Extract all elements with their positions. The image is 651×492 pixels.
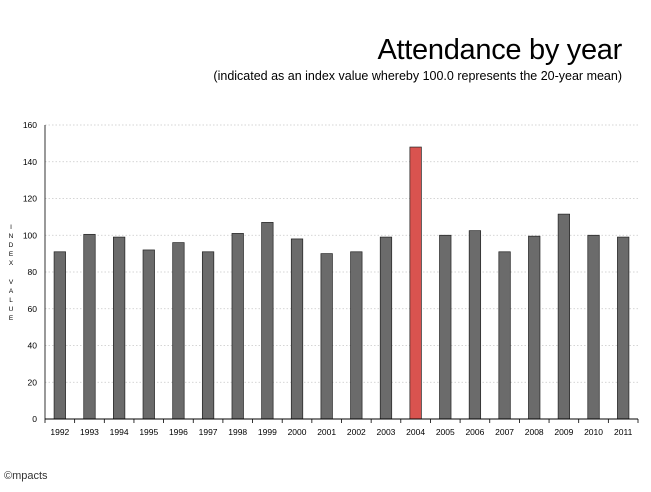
- bar-1996: [172, 242, 185, 420]
- y-axis-label-char: N: [9, 233, 14, 240]
- y-axis-label-char: A: [9, 288, 14, 295]
- bar-1993: [83, 233, 96, 420]
- y-axis-label-char: L: [9, 297, 13, 304]
- x-tick-label: 2006: [465, 427, 484, 437]
- bar-2011: [617, 236, 630, 420]
- x-tick-label: 2001: [317, 427, 336, 437]
- y-tick-label: 80: [28, 267, 38, 277]
- bar-2010: [587, 234, 600, 420]
- bar-1997: [201, 251, 215, 420]
- y-tick-label: 40: [28, 341, 38, 351]
- bar-1995: [142, 249, 155, 420]
- impacts-logo: ©mpacts: [4, 470, 48, 482]
- y-axis-label-char: X: [9, 260, 14, 267]
- y-axis-label-char: I: [10, 224, 12, 231]
- axes: 0 20 40 60 80 100 120 140 160 1992 1993 1994 1995 199…: [23, 120, 639, 437]
- bar-2002: [350, 251, 363, 420]
- chart-title: Attendance by year: [377, 34, 623, 66]
- bar-2006: [468, 230, 482, 420]
- y-tick-label: 20: [28, 377, 38, 387]
- x-tick-label: 2011: [614, 427, 633, 437]
- x-tick-label: 2000: [288, 427, 307, 437]
- x-tick-label: 2007: [495, 427, 514, 437]
- bar-2008: [528, 235, 541, 420]
- y-tick-label: 160: [23, 120, 37, 130]
- chart-subtitle: (indicated as an index value whereby 100…: [213, 69, 622, 83]
- x-tick-label: 1997: [199, 427, 218, 437]
- x-tick-label: 2010: [584, 427, 603, 437]
- x-tick-label: 2009: [554, 427, 573, 437]
- x-tick-label: 1999: [258, 427, 277, 437]
- bar-2005: [439, 234, 452, 420]
- bar-1999: [261, 222, 274, 420]
- x-tick-label: 2005: [436, 427, 455, 437]
- gridlines: [45, 124, 638, 383]
- x-tick-label: 2008: [525, 427, 544, 437]
- x-tick-label: 1995: [139, 427, 158, 437]
- y-tick-label: 60: [28, 304, 38, 314]
- x-tick-label: 1993: [80, 427, 99, 437]
- bar-2009: [557, 213, 570, 420]
- bar-2001: [320, 253, 333, 420]
- y-axis-label-char: D: [9, 242, 14, 249]
- x-tick-label: 2002: [347, 427, 366, 437]
- bar-2003: [379, 236, 393, 420]
- bar-2007: [498, 251, 511, 420]
- x-tick-label: 2003: [377, 427, 396, 437]
- bar-2004: [409, 146, 422, 420]
- y-axis-label-char: U: [9, 306, 14, 313]
- bar-1992: [53, 251, 66, 420]
- y-tick-label: 0: [32, 414, 37, 424]
- bar-2000: [290, 238, 304, 420]
- x-tick-label: 1998: [228, 427, 247, 437]
- bar-1998: [231, 233, 244, 420]
- y-axis-label-char: E: [9, 315, 14, 322]
- y-tick-label: 120: [23, 194, 37, 204]
- y-tick-label: 100: [23, 230, 37, 240]
- x-tick-label: 1994: [110, 427, 129, 437]
- x-tick-label: 1996: [169, 427, 188, 437]
- bars: [53, 146, 630, 420]
- y-tick-label: 140: [23, 157, 37, 167]
- bar-1994: [113, 236, 126, 420]
- x-tick-label: 1992: [50, 427, 69, 437]
- x-tick-label: 2004: [406, 427, 425, 437]
- y-axis-label-char: V: [9, 279, 14, 286]
- y-axis-label-char: E: [9, 251, 14, 258]
